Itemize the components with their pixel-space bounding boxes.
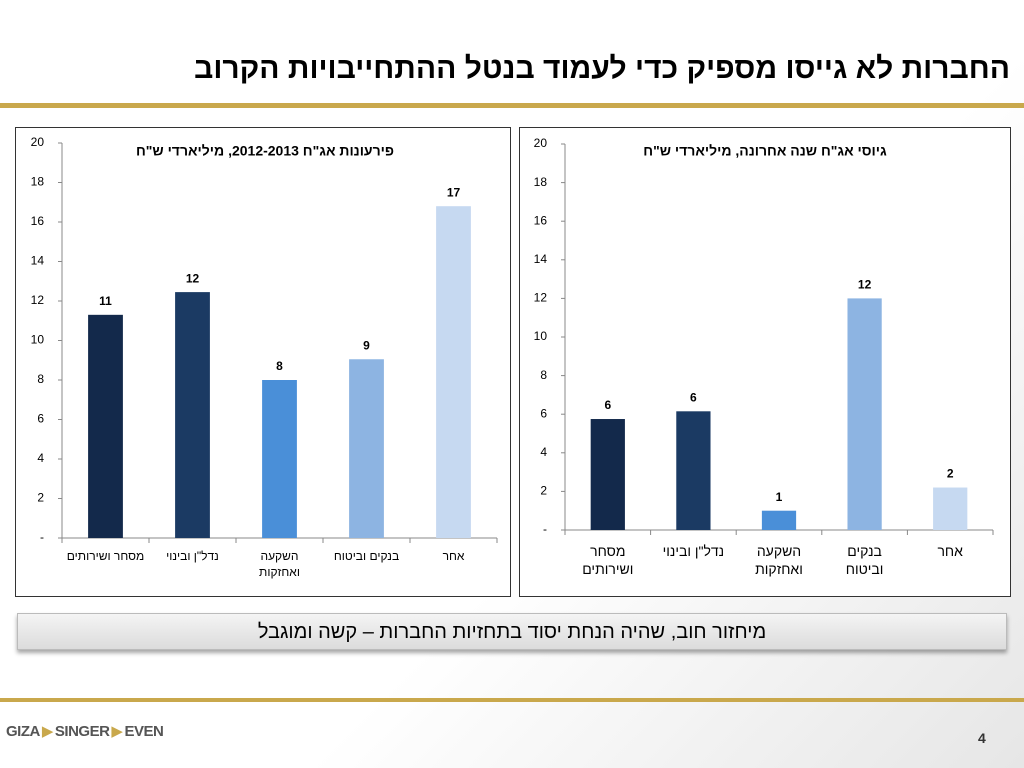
y-tick-label: - (40, 530, 44, 544)
data-label: 9 (363, 338, 370, 352)
slide-title: החברות לא גייסו מספיק כדי לעמוד בנטל ההת… (194, 52, 1010, 85)
data-label: 1 (776, 490, 783, 504)
bar (676, 411, 711, 530)
y-tick-label: 12 (534, 291, 548, 305)
data-label: 8 (276, 359, 283, 373)
y-tick-label: 16 (31, 214, 45, 228)
data-label: 2 (947, 467, 954, 481)
bar (436, 206, 471, 538)
summary-box: מיחזור חוב, שהיה הנחת יסוד בתחזיות החברו… (17, 613, 1007, 650)
y-tick-label: 18 (31, 175, 45, 189)
bar (847, 298, 882, 530)
data-label: 6 (604, 398, 611, 412)
x-tick-label: בנקים וביטוח (333, 549, 400, 563)
chart-title: פירעונות אג"ח 2012-2013, מיליארדי ש"ח (136, 143, 394, 159)
y-tick-label: 6 (37, 412, 44, 426)
logo-word: EVEN (124, 723, 164, 740)
y-tick-label: 10 (534, 329, 548, 343)
bar (175, 292, 210, 538)
logo: GIZA ▶ SINGER ▶ EVEN (6, 722, 164, 740)
bar (590, 419, 625, 530)
y-tick-label: 14 (534, 252, 548, 266)
y-tick-label: 8 (37, 372, 44, 386)
x-tick-label: מסחר ושירותים (582, 543, 634, 577)
logo-word: GIZA (6, 723, 40, 740)
x-tick-label: אחר (937, 543, 963, 559)
y-tick-label: - (543, 522, 547, 536)
logo-word: SINGER (54, 723, 110, 740)
y-tick-label: 20 (31, 135, 45, 149)
x-tick-label: בנקים וביטוח (845, 543, 884, 577)
y-tick-label: 14 (31, 254, 45, 268)
page-number: 4 (978, 730, 986, 746)
x-tick-label: השקעה ואחזקות (259, 549, 300, 579)
bar (933, 487, 968, 530)
x-tick-label: השקעה ואחזקות (755, 543, 803, 577)
y-tick-label: 18 (534, 175, 548, 189)
y-tick-label: 20 (534, 136, 548, 150)
logo-sep: ▶ (41, 723, 54, 740)
logo-sep: ▶ (111, 723, 123, 740)
y-tick-label: 4 (37, 451, 44, 465)
data-label: 17 (447, 185, 461, 199)
y-tick-label: 10 (31, 333, 45, 347)
data-label: 12 (186, 271, 200, 285)
chart-title: גיוסי אג"ח שנה אחרונה, מיליארדי ש"ח (643, 143, 887, 159)
data-label: 6 (690, 390, 697, 404)
y-tick-label: 2 (540, 484, 547, 498)
y-tick-label: 12 (31, 293, 45, 307)
x-tick-label: נדל"ן ובינוי (166, 549, 219, 563)
y-tick-label: 8 (540, 368, 547, 382)
x-tick-label: מסחר ושירותים (66, 549, 145, 563)
gold-rule (0, 103, 1024, 108)
y-tick-label: 6 (540, 406, 547, 420)
data-label: 12 (858, 278, 872, 292)
gold-rule (0, 698, 1024, 702)
data-label: 11 (99, 294, 112, 308)
x-tick-label: אחר (442, 549, 465, 563)
x-tick-label: נדל"ן ובינוי (662, 543, 725, 559)
y-tick-label: 4 (540, 445, 547, 459)
bar (88, 314, 123, 538)
y-tick-label: 16 (534, 213, 548, 227)
bar (761, 510, 797, 530)
bar (349, 359, 384, 538)
y-tick-label: 2 (37, 491, 44, 505)
bar (262, 380, 297, 538)
